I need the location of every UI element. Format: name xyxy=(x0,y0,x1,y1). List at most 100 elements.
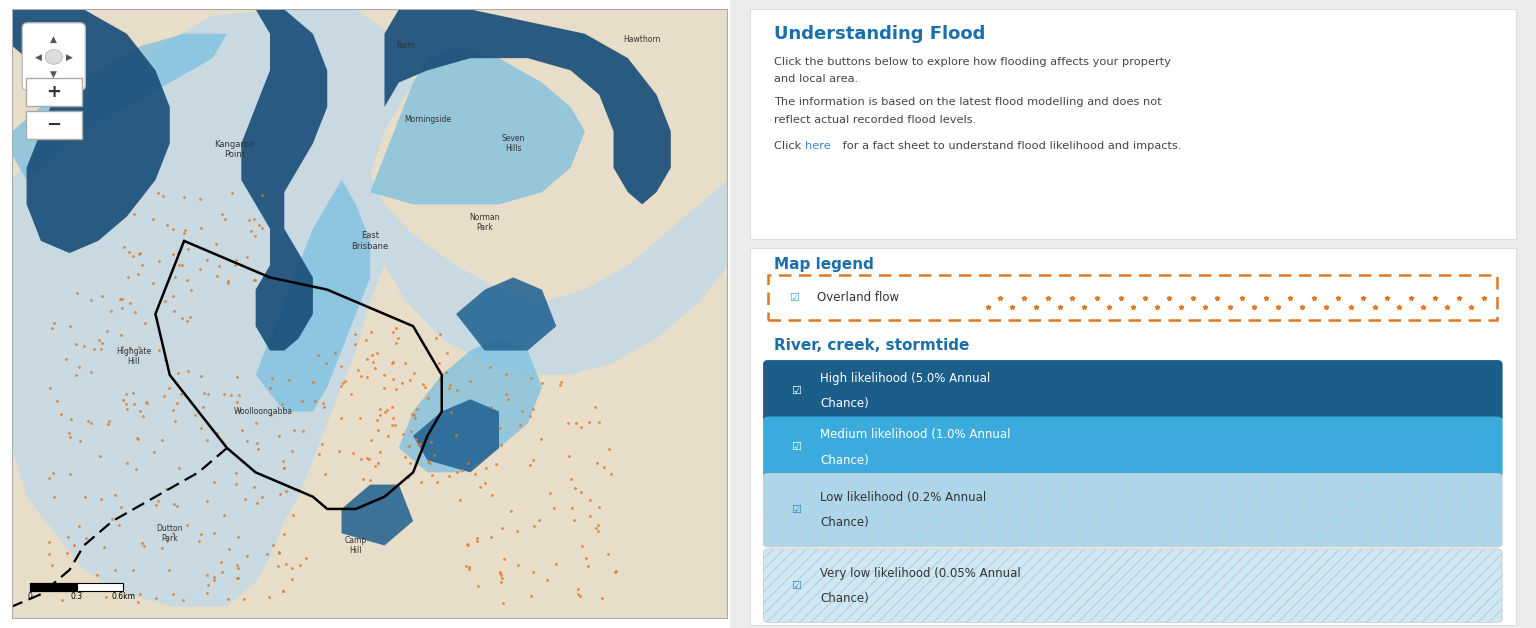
Point xyxy=(272,586,296,596)
Point xyxy=(578,495,602,505)
Point xyxy=(134,398,158,408)
Point xyxy=(66,362,91,372)
Point xyxy=(37,538,61,548)
Point xyxy=(226,531,250,541)
Point xyxy=(65,288,89,298)
Point xyxy=(247,220,272,230)
Point xyxy=(195,580,220,590)
Point xyxy=(175,275,200,285)
Point xyxy=(416,393,441,403)
Point xyxy=(89,494,114,504)
Point xyxy=(599,468,624,479)
Point xyxy=(249,492,273,502)
Point xyxy=(289,560,313,570)
Point xyxy=(141,278,166,288)
Point xyxy=(267,489,292,499)
Circle shape xyxy=(45,50,63,64)
Point xyxy=(204,239,229,249)
Point xyxy=(393,357,418,367)
Bar xyxy=(31,583,77,590)
Point xyxy=(559,503,584,513)
Point xyxy=(206,428,230,438)
Point xyxy=(238,225,263,236)
Point xyxy=(393,452,418,462)
Point xyxy=(243,214,267,224)
Point xyxy=(339,389,364,399)
Point xyxy=(455,561,479,571)
Point xyxy=(596,549,621,559)
Text: 0: 0 xyxy=(28,592,32,601)
Point xyxy=(201,528,226,538)
Point xyxy=(382,420,407,430)
Point xyxy=(409,477,433,487)
Point xyxy=(538,488,562,498)
Point xyxy=(55,548,80,558)
Point xyxy=(364,348,389,358)
Text: reflect actual recorded flood levels.: reflect actual recorded flood levels. xyxy=(774,115,977,125)
Point xyxy=(352,474,376,484)
Point xyxy=(362,364,387,374)
Text: Understanding Flood: Understanding Flood xyxy=(774,25,985,43)
Point xyxy=(561,515,585,525)
Point xyxy=(152,391,177,401)
Point xyxy=(151,191,175,201)
Text: Hawthorn: Hawthorn xyxy=(624,35,660,45)
Point xyxy=(591,462,616,472)
Point xyxy=(398,458,422,468)
Point xyxy=(392,429,416,439)
Point xyxy=(587,502,611,512)
Point xyxy=(465,582,490,592)
Point xyxy=(126,249,151,259)
Point xyxy=(169,389,194,399)
Point xyxy=(41,468,66,479)
Point xyxy=(174,225,198,235)
Point xyxy=(260,410,284,420)
Point xyxy=(58,414,83,424)
Point xyxy=(97,416,121,426)
Point xyxy=(576,418,601,428)
Point xyxy=(141,447,166,457)
Point xyxy=(57,428,81,438)
Point xyxy=(386,333,410,344)
Point xyxy=(166,260,190,270)
Point xyxy=(210,567,235,577)
Point xyxy=(123,209,147,219)
Point xyxy=(556,450,581,460)
Point xyxy=(226,573,250,583)
Point xyxy=(406,404,430,414)
Point xyxy=(349,371,373,381)
Point xyxy=(63,370,88,380)
Point xyxy=(177,365,201,376)
Point xyxy=(109,502,134,512)
Point xyxy=(152,296,177,306)
Point xyxy=(548,377,573,387)
Point xyxy=(123,306,147,317)
Point xyxy=(66,521,91,531)
Point xyxy=(427,358,452,368)
Point xyxy=(140,214,164,224)
Bar xyxy=(768,275,1498,320)
Point xyxy=(435,367,459,377)
Text: Chance): Chance) xyxy=(820,592,869,605)
Point xyxy=(313,358,338,368)
Point xyxy=(166,248,190,258)
Point xyxy=(117,342,141,352)
Point xyxy=(131,411,155,421)
Point xyxy=(564,483,588,493)
Point xyxy=(384,384,409,394)
Text: ☑: ☑ xyxy=(791,506,800,515)
Point xyxy=(187,536,212,546)
Text: Chance): Chance) xyxy=(820,453,869,467)
Point xyxy=(57,433,81,443)
Point xyxy=(147,345,172,355)
Point xyxy=(177,312,201,322)
Point xyxy=(94,592,118,602)
Point xyxy=(37,550,61,560)
Point xyxy=(80,295,104,305)
Point xyxy=(217,544,241,555)
Point xyxy=(40,323,65,333)
Point xyxy=(201,573,226,583)
Point xyxy=(521,404,545,414)
Point xyxy=(132,318,157,328)
Point xyxy=(444,430,468,440)
